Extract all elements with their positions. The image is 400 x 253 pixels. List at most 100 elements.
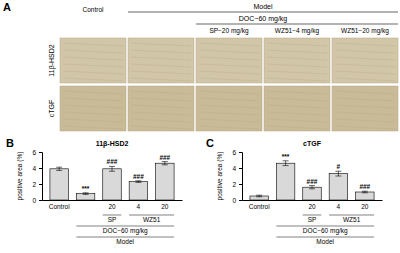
tissue-texture xyxy=(199,119,259,122)
bar xyxy=(356,192,374,200)
tissue-texture xyxy=(335,119,395,122)
y-tick-label: 2 xyxy=(32,181,36,188)
panel-label: A xyxy=(3,1,11,13)
bar-chart: CcTGFpositive area (%)0246Control20420**… xyxy=(206,137,383,245)
y-tick: 4 xyxy=(232,165,242,172)
error-bar xyxy=(162,162,168,165)
significance: *** xyxy=(82,185,90,192)
bar xyxy=(276,163,294,200)
tissue-texture xyxy=(267,91,327,94)
error-bar xyxy=(109,166,115,171)
micrograph xyxy=(332,86,398,131)
tissue-texture xyxy=(131,64,191,67)
column-label: WZ51−20 mg/kg xyxy=(341,27,389,35)
tissue-texture xyxy=(131,71,191,74)
y-axis: 0 2 4 6 xyxy=(32,149,42,204)
tissue-texture xyxy=(267,126,327,129)
y-tick-label: 0 xyxy=(32,197,36,204)
group-label: WZ51 xyxy=(143,216,161,223)
header: Model xyxy=(253,3,273,10)
tissue-texture xyxy=(63,105,123,108)
micrograph xyxy=(332,38,398,83)
y-tick: 0 xyxy=(32,197,42,204)
column-label: SP−20 mg/kg xyxy=(209,27,249,35)
tissue-texture xyxy=(199,71,259,74)
tissue-texture xyxy=(335,98,395,101)
y-tick: 6 xyxy=(232,149,242,156)
tissue-texture xyxy=(131,98,191,101)
micrograph xyxy=(264,86,330,131)
x-tick-label: Control xyxy=(249,203,271,210)
y-tick: 6 xyxy=(32,149,42,156)
x-tick: Control xyxy=(249,200,271,210)
panel-label: B xyxy=(6,137,14,149)
tissue-texture xyxy=(63,71,123,74)
group-label: DOC−60 mg/kg xyxy=(103,227,148,235)
group-label: WZ51 xyxy=(343,216,361,223)
error-bar xyxy=(335,171,341,176)
y-tick-mark xyxy=(39,184,42,185)
y-axis: 0246 xyxy=(232,149,242,204)
tissue-texture xyxy=(335,78,395,81)
tissue-texture xyxy=(63,126,123,129)
column-label: WZ51−4 mg/kg xyxy=(275,27,320,35)
tissue-texture xyxy=(63,78,123,81)
y-tick: 4 xyxy=(32,165,42,172)
micrograph xyxy=(196,86,262,131)
group-label: Model xyxy=(116,238,134,245)
tissue-texture xyxy=(267,98,327,101)
tissue-texture xyxy=(267,43,327,46)
error-bar xyxy=(83,193,89,195)
y-tick-label: 4 xyxy=(32,165,36,172)
x-tick: 20 xyxy=(161,200,169,210)
tissue-texture xyxy=(63,98,123,101)
tissue-texture xyxy=(131,43,191,46)
tissue-texture xyxy=(131,126,191,129)
y-tick-label: 4 xyxy=(232,165,236,172)
chart-title: cTGF xyxy=(303,140,322,147)
tissue-texture xyxy=(335,57,395,60)
tissue-texture xyxy=(131,91,191,94)
tissue-texture xyxy=(199,78,259,81)
tissue-texture xyxy=(335,43,395,46)
panel-label: C xyxy=(206,137,214,149)
y-tick-mark xyxy=(239,152,242,153)
y-tick-mark xyxy=(239,184,242,185)
micrograph xyxy=(196,38,262,83)
y-axis-line xyxy=(39,153,43,201)
significance: ### xyxy=(307,178,318,185)
tissue-texture xyxy=(199,112,259,115)
x-tick: 4 xyxy=(137,200,141,210)
bar xyxy=(103,169,121,200)
bar xyxy=(250,196,268,200)
tissue-texture xyxy=(267,64,327,67)
micrograph xyxy=(128,38,194,83)
tissue-texture xyxy=(267,112,327,115)
x-tick-label: 20 xyxy=(108,203,116,210)
group-label: DOC−60 mg/kg xyxy=(303,227,348,235)
x-tick-label: 4 xyxy=(137,203,141,210)
error-bar xyxy=(283,161,289,166)
tissue-texture xyxy=(131,119,191,122)
y-axis-line xyxy=(239,153,243,201)
tissue-texture xyxy=(267,50,327,53)
tissue-texture xyxy=(267,78,327,81)
y-tick-label: 6 xyxy=(232,149,236,156)
tissue-texture xyxy=(199,98,259,101)
x-tick: 4 xyxy=(337,200,341,210)
tissue-texture xyxy=(131,78,191,81)
group-label: SP xyxy=(308,216,317,223)
y-axis-title: positive area (%) xyxy=(16,152,24,201)
marks xyxy=(250,161,374,200)
error-bar xyxy=(309,186,315,189)
bar xyxy=(76,194,94,200)
micrograph xyxy=(60,86,126,131)
bar-chart: B11β-HSD2positive area (%)0246Control204… xyxy=(6,137,183,245)
significance: *** xyxy=(282,153,290,160)
tissue-texture xyxy=(199,57,259,60)
figure: A Model DOC−60 mg/kg Control SP−20 mg/kg WZ51… xyxy=(0,0,400,253)
tissue-texture xyxy=(63,50,123,53)
tissue-texture xyxy=(63,119,123,122)
tissue-texture xyxy=(335,64,395,67)
tissue-texture xyxy=(131,50,191,53)
